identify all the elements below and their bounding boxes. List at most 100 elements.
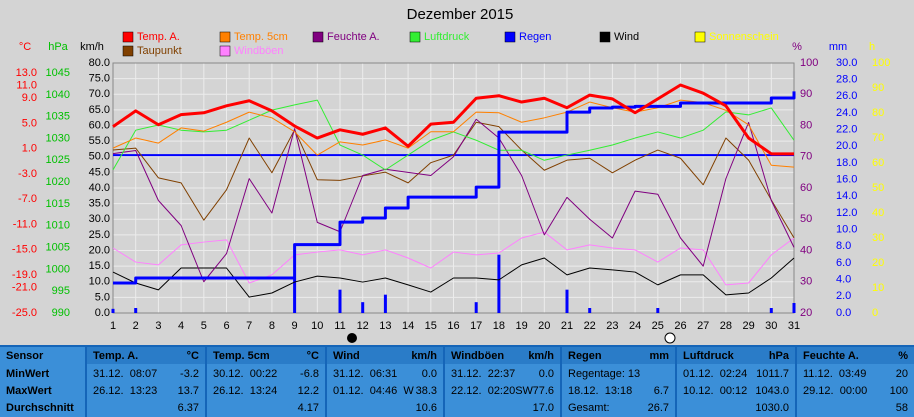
y-tick-label: 90 bbox=[800, 88, 812, 100]
y-tick-label: 90 bbox=[872, 82, 884, 94]
rain-bar bbox=[474, 302, 478, 313]
x-tick-label: 2 bbox=[133, 320, 139, 332]
y-tick-label: 20 bbox=[800, 307, 812, 319]
stat-text: 30.12. 00:22 bbox=[213, 368, 278, 380]
legend-swatch bbox=[694, 31, 706, 43]
stat-panel: Temp. A. °C 31.12. 08:07 -3.2 26.12. 13:23 13… bbox=[85, 347, 205, 417]
rain-bar bbox=[656, 308, 660, 313]
y-tick-label: 70 bbox=[800, 151, 812, 163]
series-line bbox=[112, 257, 795, 298]
legend-label: Windböen bbox=[234, 45, 284, 57]
stat-value: 6.7 bbox=[653, 385, 669, 397]
x-tick-label: 23 bbox=[606, 320, 618, 332]
legend-label: Luftdruck bbox=[424, 31, 470, 43]
stat-value: 1030.0 bbox=[755, 402, 789, 414]
panel-unit: km/h bbox=[411, 350, 437, 362]
x-tick-label: 20 bbox=[538, 320, 550, 332]
y-tick-label: 35.0 bbox=[89, 198, 110, 210]
y-tick-label: 5.0 bbox=[22, 117, 37, 129]
rain-bar bbox=[565, 289, 569, 313]
stat-text: 18.12. 13:18 bbox=[568, 385, 633, 397]
y-tick-label: -25.0 bbox=[12, 307, 37, 319]
stat-text: 31.12. 22:37 bbox=[451, 368, 516, 380]
y-tick-label: 1020 bbox=[46, 176, 70, 188]
y-tick-label: 30 bbox=[872, 232, 884, 244]
y-tick-label: 15.0 bbox=[89, 260, 110, 272]
y-tick-label: 50 bbox=[872, 182, 884, 194]
series-line bbox=[112, 99, 795, 168]
panel-name: Feuchte A. bbox=[803, 350, 859, 362]
axis-unit: mm bbox=[829, 41, 847, 53]
x-tick-label: 26 bbox=[674, 320, 686, 332]
x-tick-label: 28 bbox=[720, 320, 732, 332]
stat-value: 0.0 bbox=[421, 368, 437, 380]
stat-panel: Temp. 5cm °C 30.12. 00:22 -6.8 26.12. 13:24 1… bbox=[205, 347, 325, 417]
x-tick-label: 19 bbox=[515, 320, 527, 332]
panel-header bbox=[207, 347, 325, 364]
y-tick-label: 40 bbox=[872, 207, 884, 219]
y-tick-label: 100 bbox=[872, 57, 890, 69]
y-tick-label: 1040 bbox=[46, 89, 70, 101]
stat-value: 12.2 bbox=[297, 385, 319, 397]
stat-text: 10.12. 00:12 bbox=[683, 385, 748, 397]
rain-bar bbox=[293, 278, 297, 313]
y-tick-label: 1005 bbox=[46, 241, 70, 253]
panel-name: Regen bbox=[568, 350, 602, 362]
panel-name: Temp. 5cm bbox=[213, 350, 270, 362]
row-label: Durchschnitt bbox=[6, 402, 74, 414]
row-label: Sensor bbox=[6, 350, 44, 362]
y-tick-label: 0 bbox=[872, 307, 878, 319]
panel-unit: °C bbox=[306, 350, 319, 362]
stat-value: 1011.7 bbox=[756, 368, 789, 380]
rain-bar bbox=[383, 294, 387, 313]
legend-label: Temp. A. bbox=[137, 31, 180, 43]
series-line bbox=[112, 231, 795, 286]
y-tick-label: 75.0 bbox=[89, 73, 110, 85]
stats-table: Sensor MinWert MaxWert Durchschnitt Temp. A.… bbox=[0, 345, 914, 417]
legend-swatch bbox=[219, 45, 231, 57]
stat-panel: Feuchte A.% 11.12. 03:49 20 29.12. 00:00 100… bbox=[795, 347, 914, 417]
x-tick-label: 29 bbox=[742, 320, 754, 332]
stat-value: 38.3 bbox=[415, 385, 437, 397]
stat-text: 29.12. 00:00 bbox=[803, 385, 868, 397]
panel-name: Wind bbox=[333, 350, 360, 362]
y-tick-label: 1035 bbox=[46, 111, 70, 123]
stat-text: 11.12. 03:49 bbox=[803, 368, 867, 380]
rain-bar bbox=[792, 303, 796, 313]
y-tick-label: 1.0 bbox=[22, 143, 37, 155]
y-tick-label: 20.0 bbox=[836, 140, 857, 152]
x-tick-label: 22 bbox=[584, 320, 596, 332]
stat-value: -3.2 bbox=[180, 368, 199, 380]
panel-unit: % bbox=[898, 350, 908, 362]
legend-swatch bbox=[504, 31, 516, 43]
x-tick-label: 13 bbox=[379, 320, 391, 332]
y-tick-label: 16.0 bbox=[836, 174, 857, 186]
stat-panel: Windböen km/h 31.12. 22:37 0.0 22.12. 02:20S… bbox=[443, 347, 560, 417]
panel-header bbox=[87, 347, 205, 364]
panel-header bbox=[562, 347, 675, 364]
x-tick-label: 24 bbox=[629, 320, 641, 332]
x-tick-label: 16 bbox=[447, 320, 459, 332]
x-tick-label: 10 bbox=[311, 320, 323, 332]
y-tick-label: 60 bbox=[872, 157, 884, 169]
stat-text: Regentage: 13 bbox=[568, 368, 641, 380]
stat-value: 1043.0 bbox=[755, 385, 789, 397]
x-tick-label: 27 bbox=[697, 320, 709, 332]
row-label: MinWert bbox=[6, 368, 50, 380]
legend-swatch bbox=[312, 31, 324, 43]
legend-label: Taupunkt bbox=[137, 45, 182, 57]
stat-value: 77.6 bbox=[532, 385, 554, 397]
plot-border bbox=[112, 62, 795, 314]
y-tick-label: 5.0 bbox=[95, 291, 110, 303]
series-line bbox=[112, 118, 795, 283]
x-tick-label: 6 bbox=[223, 320, 229, 332]
x-tick-label: 9 bbox=[292, 320, 298, 332]
y-tick-label: -15.0 bbox=[12, 244, 37, 256]
stat-value: 4.17 bbox=[297, 402, 319, 414]
y-tick-label: -7.0 bbox=[18, 193, 37, 205]
y-tick-label: 9.0 bbox=[22, 92, 37, 104]
legend-label: Temp. 5cm bbox=[234, 31, 288, 43]
x-tick-label: 21 bbox=[561, 320, 573, 332]
y-tick-label: 1015 bbox=[46, 198, 70, 210]
stat-text: Gesamt: bbox=[568, 402, 610, 414]
